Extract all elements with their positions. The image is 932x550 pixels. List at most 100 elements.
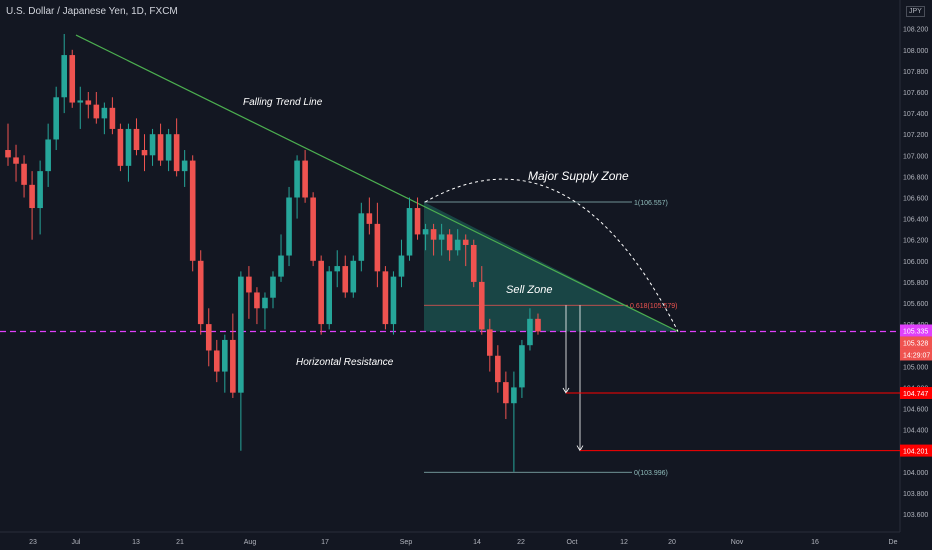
candle-body — [238, 276, 244, 393]
candle-body — [406, 208, 413, 256]
candle-body — [85, 100, 92, 105]
y-tick-label: 103.800 — [903, 491, 928, 498]
candle-body — [77, 100, 84, 103]
candle-body — [438, 234, 445, 240]
candle-body — [350, 260, 357, 293]
candle-body — [181, 160, 188, 172]
candle-body — [197, 260, 204, 325]
x-tick-label: 14 — [473, 539, 481, 546]
target-1-price-tag: 104.747 — [903, 391, 928, 398]
candle-body — [246, 276, 252, 293]
candle-body — [398, 255, 405, 277]
candle-body — [141, 150, 148, 156]
x-tick-label: 12 — [620, 539, 628, 546]
candle-body — [422, 229, 429, 235]
x-tick-label: Sep — [400, 539, 413, 546]
candle-body — [133, 128, 140, 151]
x-tick-label: 22 — [517, 539, 525, 546]
y-tick-label: 106.400 — [903, 217, 928, 224]
current-price-tag-bg — [900, 336, 932, 349]
y-tick-label: 104.400 — [903, 428, 928, 435]
candle-body — [61, 55, 68, 98]
y-tick-label: 103.600 — [903, 512, 928, 519]
y-tick-label: 107.600 — [903, 90, 928, 97]
x-tick-label: 21 — [176, 539, 184, 546]
y-tick-label: 106.800 — [903, 174, 928, 181]
sell-zone-label: Sell Zone — [506, 284, 552, 296]
fib-label-0618: 0.618(105.579) — [630, 303, 677, 310]
y-tick-label: 107.800 — [903, 69, 928, 76]
candle-body — [189, 160, 196, 261]
x-tick-label: 16 — [811, 539, 819, 546]
falling-trend-line — [75, 34, 679, 333]
candle-body — [374, 223, 381, 272]
candle-body — [13, 157, 19, 164]
current-price-tag: 105.328 — [903, 340, 928, 347]
candle-body — [53, 97, 59, 140]
candle-body — [358, 213, 365, 261]
candle-body — [101, 107, 108, 119]
y-tick-label: 108.000 — [903, 48, 928, 55]
countdown-tag-bg — [900, 348, 932, 361]
y-tick-label: 107.000 — [903, 153, 928, 160]
candle-body — [230, 339, 236, 393]
candle-body — [342, 266, 349, 293]
fib-label-1: 1(106.557) — [634, 200, 668, 207]
candle-body — [366, 213, 373, 224]
currency-badge: JPY — [906, 6, 925, 17]
candle-body — [21, 163, 27, 185]
resistance-price-tag: 105.335 — [903, 328, 928, 335]
x-tick-label: 17 — [321, 539, 329, 546]
candle-body — [173, 134, 180, 172]
candle-body — [478, 281, 485, 330]
candle-body — [487, 329, 493, 356]
x-tick-label: Nov — [731, 539, 744, 546]
y-tick-label: 106.200 — [903, 238, 928, 245]
candle-body — [519, 345, 525, 388]
candle-body — [29, 184, 35, 209]
candle-body — [149, 134, 156, 156]
x-tick-label: 20 — [668, 539, 676, 546]
candle-body — [334, 266, 341, 272]
candle-body — [286, 197, 292, 256]
candle-body — [254, 292, 260, 309]
candle-body — [45, 139, 51, 172]
candle-body — [430, 229, 437, 240]
candle-body — [318, 260, 324, 325]
y-tick-label: 107.200 — [903, 132, 928, 139]
candle-body — [454, 239, 461, 251]
candle-body — [310, 197, 316, 261]
candle-body — [93, 104, 100, 119]
candle-body — [414, 208, 421, 235]
candle-body — [125, 128, 132, 166]
resistance-label: Horizontal Resistance — [296, 357, 394, 368]
x-tick-label: 23 — [29, 539, 37, 546]
y-tick-label: 105.000 — [903, 364, 928, 371]
y-tick-label: 108.200 — [903, 27, 928, 34]
y-tick-label: 105.800 — [903, 280, 928, 287]
candle-body — [503, 382, 509, 404]
candle-body — [495, 355, 501, 383]
x-tick-label: Aug — [244, 539, 257, 546]
candle-body — [270, 276, 276, 298]
candle-body — [535, 318, 541, 332]
x-tick-label: Oct — [567, 539, 578, 546]
candle-body — [5, 150, 11, 158]
supply-zone-label: Major Supply Zone — [528, 169, 629, 183]
target-2-price-tag: 104.201 — [903, 449, 928, 456]
candle-body — [294, 160, 300, 198]
candle-body — [157, 134, 164, 161]
candle-body — [165, 134, 172, 161]
candle-body — [382, 271, 389, 325]
candle-body — [462, 239, 469, 245]
candle-body — [222, 339, 228, 372]
candle-body — [69, 55, 76, 103]
candle-body — [213, 350, 220, 372]
y-tick-label: 104.000 — [903, 470, 928, 477]
target-2-price-tag-bg — [900, 444, 932, 457]
x-tick-label: Jul — [72, 539, 81, 546]
sell-zone — [424, 202, 678, 332]
candle-body — [527, 318, 533, 346]
